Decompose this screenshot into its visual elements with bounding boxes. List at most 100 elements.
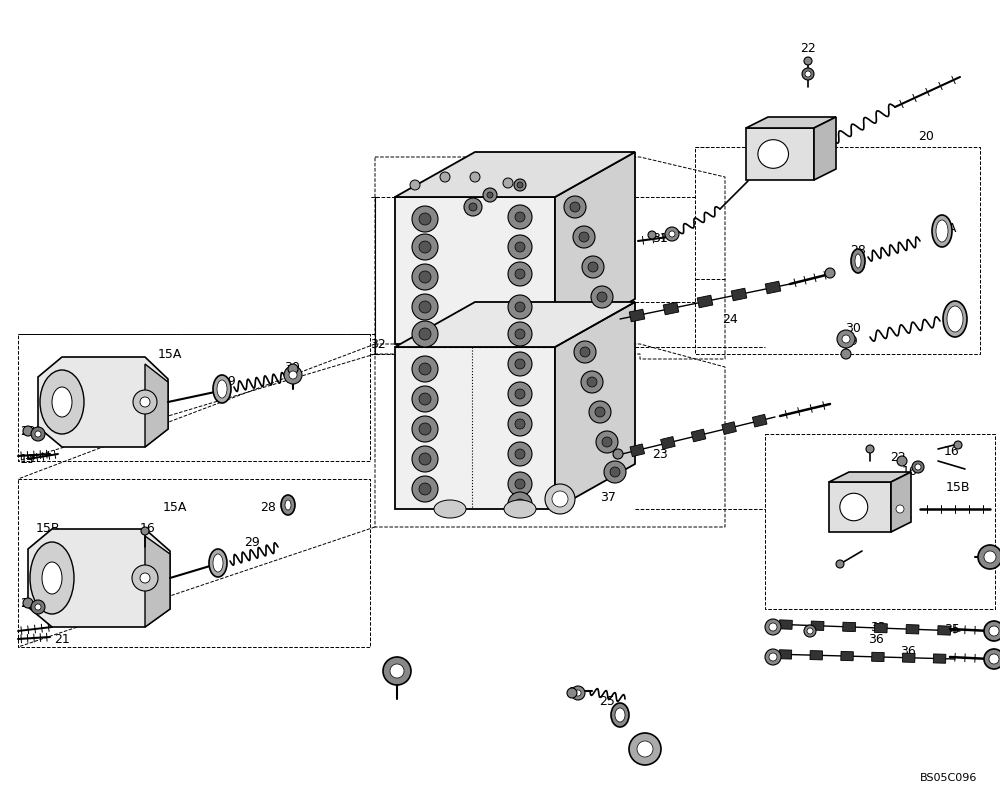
Circle shape bbox=[579, 233, 589, 243]
Circle shape bbox=[804, 626, 816, 638]
Text: 16: 16 bbox=[864, 503, 880, 516]
Circle shape bbox=[613, 450, 623, 459]
Text: 21: 21 bbox=[54, 633, 70, 646]
Circle shape bbox=[588, 263, 598, 273]
Circle shape bbox=[412, 265, 438, 291]
Circle shape bbox=[866, 446, 874, 454]
Text: 25: 25 bbox=[599, 695, 615, 707]
Circle shape bbox=[487, 193, 493, 199]
Circle shape bbox=[769, 623, 777, 631]
Circle shape bbox=[552, 491, 568, 507]
Text: 21: 21 bbox=[897, 507, 913, 521]
Circle shape bbox=[412, 234, 438, 261]
Circle shape bbox=[508, 263, 532, 287]
Ellipse shape bbox=[42, 562, 62, 594]
Circle shape bbox=[573, 226, 595, 249]
Circle shape bbox=[419, 364, 431, 376]
Circle shape bbox=[629, 733, 661, 765]
Text: 36: 36 bbox=[900, 645, 916, 658]
Text: 15A: 15A bbox=[943, 309, 967, 322]
Circle shape bbox=[842, 336, 850, 344]
Circle shape bbox=[912, 462, 924, 474]
Polygon shape bbox=[810, 650, 823, 660]
Circle shape bbox=[289, 372, 297, 380]
Text: 16: 16 bbox=[902, 465, 918, 478]
Circle shape bbox=[837, 331, 855, 349]
Text: 26: 26 bbox=[612, 708, 628, 722]
Ellipse shape bbox=[758, 141, 788, 169]
Circle shape bbox=[508, 323, 532, 347]
Ellipse shape bbox=[855, 255, 861, 269]
Text: 22: 22 bbox=[890, 451, 906, 464]
Circle shape bbox=[515, 499, 525, 509]
Circle shape bbox=[597, 292, 607, 303]
Circle shape bbox=[915, 464, 921, 471]
Circle shape bbox=[515, 479, 525, 489]
Text: 23: 23 bbox=[652, 448, 668, 461]
Circle shape bbox=[419, 214, 431, 226]
Text: 34: 34 bbox=[388, 665, 404, 678]
Text: 15A: 15A bbox=[163, 501, 187, 514]
Circle shape bbox=[897, 456, 907, 467]
Circle shape bbox=[419, 393, 431, 406]
Ellipse shape bbox=[40, 370, 84, 434]
Polygon shape bbox=[902, 654, 915, 662]
Circle shape bbox=[954, 442, 962, 450]
Polygon shape bbox=[395, 198, 555, 344]
Polygon shape bbox=[555, 153, 635, 344]
Circle shape bbox=[589, 402, 611, 423]
Circle shape bbox=[508, 492, 532, 516]
Circle shape bbox=[545, 484, 575, 515]
Text: 17: 17 bbox=[772, 161, 788, 174]
Text: 29: 29 bbox=[220, 375, 236, 388]
Text: 31: 31 bbox=[652, 231, 668, 244]
Polygon shape bbox=[829, 483, 891, 532]
Polygon shape bbox=[663, 303, 679, 316]
Circle shape bbox=[602, 438, 612, 447]
Circle shape bbox=[412, 295, 438, 320]
Circle shape bbox=[515, 389, 525, 400]
Circle shape bbox=[508, 382, 532, 406]
Circle shape bbox=[503, 179, 513, 189]
Polygon shape bbox=[661, 437, 675, 450]
Circle shape bbox=[514, 180, 526, 192]
Circle shape bbox=[140, 397, 150, 407]
Polygon shape bbox=[746, 128, 814, 181]
Polygon shape bbox=[630, 444, 645, 457]
Circle shape bbox=[132, 565, 158, 591]
Polygon shape bbox=[829, 472, 911, 483]
Circle shape bbox=[580, 348, 590, 357]
Text: BS05C096: BS05C096 bbox=[920, 772, 977, 782]
Circle shape bbox=[582, 257, 604, 279]
Circle shape bbox=[410, 181, 420, 191]
Text: 24: 24 bbox=[722, 313, 738, 326]
Polygon shape bbox=[731, 289, 747, 301]
Polygon shape bbox=[629, 310, 645, 322]
Ellipse shape bbox=[285, 500, 291, 511]
Circle shape bbox=[23, 426, 33, 437]
Circle shape bbox=[575, 690, 581, 696]
Text: 37: 37 bbox=[568, 686, 584, 699]
Ellipse shape bbox=[943, 302, 967, 337]
Polygon shape bbox=[906, 625, 919, 634]
Ellipse shape bbox=[213, 554, 223, 573]
Text: 22: 22 bbox=[20, 425, 36, 438]
Circle shape bbox=[133, 390, 157, 414]
Ellipse shape bbox=[281, 495, 295, 516]
Text: 37: 37 bbox=[600, 491, 616, 503]
Circle shape bbox=[419, 271, 431, 283]
Circle shape bbox=[412, 321, 438, 348]
Polygon shape bbox=[872, 653, 884, 662]
Ellipse shape bbox=[932, 216, 952, 247]
Circle shape bbox=[769, 653, 777, 661]
Circle shape bbox=[978, 545, 1000, 569]
Ellipse shape bbox=[504, 500, 536, 519]
Circle shape bbox=[595, 407, 605, 418]
Circle shape bbox=[571, 686, 585, 700]
Circle shape bbox=[591, 287, 613, 308]
Circle shape bbox=[508, 472, 532, 496]
Circle shape bbox=[836, 560, 844, 569]
Polygon shape bbox=[938, 626, 951, 635]
Ellipse shape bbox=[851, 250, 865, 274]
Circle shape bbox=[412, 386, 438, 413]
